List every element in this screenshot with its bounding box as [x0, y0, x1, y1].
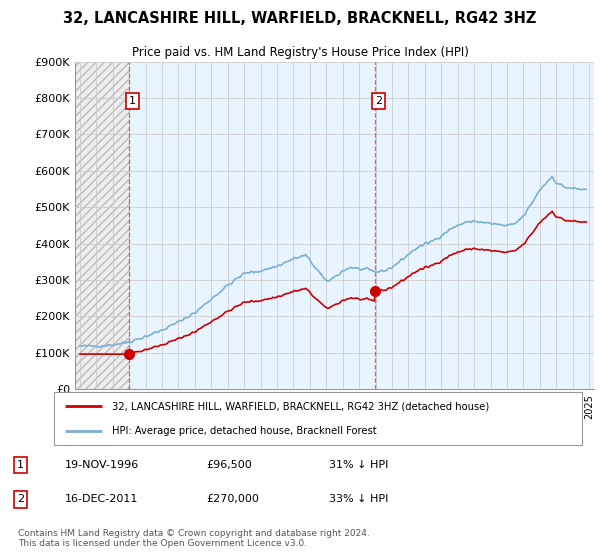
- Text: 1: 1: [17, 460, 24, 470]
- Text: HPI: Average price, detached house, Bracknell Forest: HPI: Average price, detached house, Brac…: [112, 426, 377, 436]
- Text: Contains HM Land Registry data © Crown copyright and database right 2024.
This d: Contains HM Land Registry data © Crown c…: [18, 529, 370, 548]
- Text: 19-NOV-1996: 19-NOV-1996: [65, 460, 139, 470]
- Bar: [129, 62, 594, 389]
- Text: 1: 1: [129, 96, 136, 106]
- Text: £96,500: £96,500: [206, 460, 251, 470]
- Text: 33% ↓ HPI: 33% ↓ HPI: [329, 494, 389, 505]
- Text: 2: 2: [17, 494, 24, 505]
- Text: 31% ↓ HPI: 31% ↓ HPI: [329, 460, 389, 470]
- FancyBboxPatch shape: [54, 392, 582, 445]
- Text: 32, LANCASHIRE HILL, WARFIELD, BRACKNELL, RG42 3HZ: 32, LANCASHIRE HILL, WARFIELD, BRACKNELL…: [64, 11, 536, 26]
- Text: 32, LANCASHIRE HILL, WARFIELD, BRACKNELL, RG42 3HZ (detached house): 32, LANCASHIRE HILL, WARFIELD, BRACKNELL…: [112, 402, 490, 412]
- Text: £270,000: £270,000: [206, 494, 259, 505]
- Text: 16-DEC-2011: 16-DEC-2011: [65, 494, 138, 505]
- Text: Price paid vs. HM Land Registry's House Price Index (HPI): Price paid vs. HM Land Registry's House …: [131, 46, 469, 59]
- Text: 2: 2: [375, 96, 382, 106]
